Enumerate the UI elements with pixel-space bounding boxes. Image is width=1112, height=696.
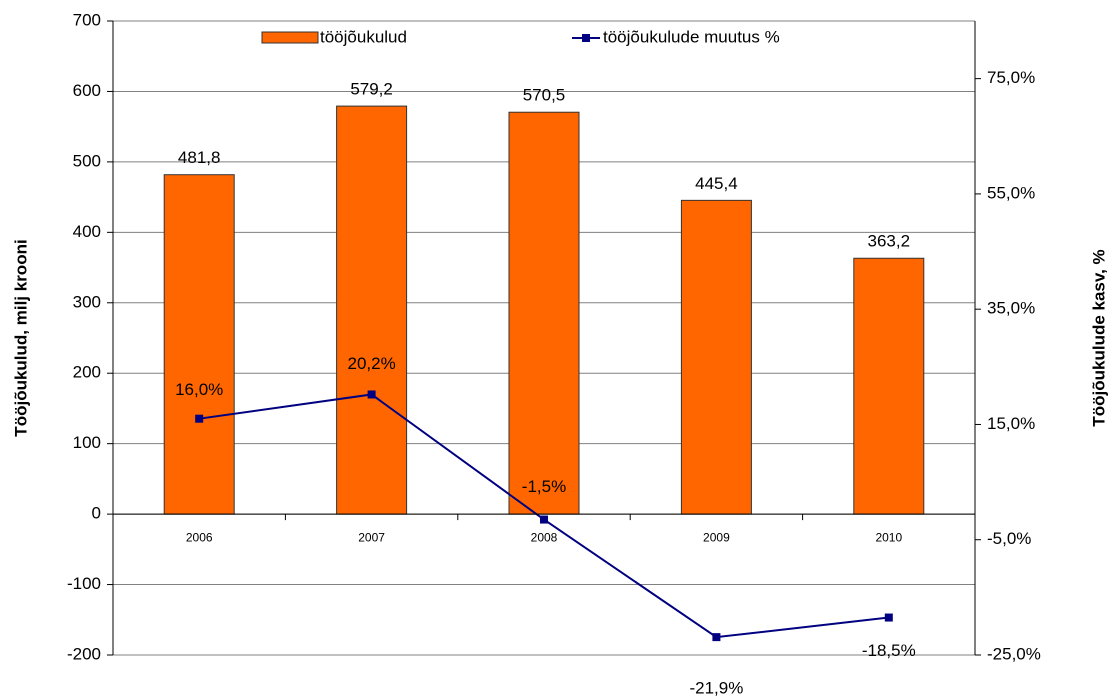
legend-label: tööjõukulude muutus % <box>603 27 780 46</box>
y-tick-label: 600 <box>73 81 101 100</box>
x-tick-label: 2006 <box>186 530 213 544</box>
x-tick-label: 2008 <box>531 530 558 544</box>
line-value-label: 16,0% <box>175 380 223 399</box>
line-value-label: 20,2% <box>347 354 395 373</box>
y-tick-label: 500 <box>73 151 101 170</box>
bar <box>853 257 925 515</box>
y2-tick-label: 35,0% <box>987 299 1035 318</box>
y2-tick-label: 15,0% <box>987 414 1035 433</box>
line-marker <box>712 633 721 642</box>
y2-tick-label: -5,0% <box>987 529 1031 548</box>
y-tick-label: 400 <box>73 222 101 241</box>
line-marker <box>367 390 376 399</box>
bar <box>508 111 580 515</box>
line-value-label: -1,5% <box>522 477 566 496</box>
bar-value-label: 481,8 <box>178 148 221 167</box>
y-tick-label: 300 <box>73 292 101 311</box>
line-marker <box>884 613 893 622</box>
bar <box>336 105 408 515</box>
legend-swatch <box>261 31 319 44</box>
y-tick-label: -200 <box>67 644 101 663</box>
y-tick-label: 100 <box>73 433 101 452</box>
bar <box>163 174 235 515</box>
y-tick-label: -100 <box>67 574 101 593</box>
line-value-label: -21,9% <box>689 679 743 696</box>
x-tick-label: 2007 <box>358 530 385 544</box>
y2-tick-label: 55,0% <box>987 183 1035 202</box>
bar-value-label: 445,4 <box>695 174 738 193</box>
bar <box>680 199 752 515</box>
y-tick-label: 700 <box>73 10 101 29</box>
y2-tick-label: -25,0% <box>987 644 1041 663</box>
x-tick-label: 2010 <box>875 530 902 544</box>
line-marker <box>540 515 548 524</box>
bar-value-label: 579,2 <box>350 80 393 99</box>
legend-label: tööjõukulud <box>320 27 407 46</box>
line-value-label: -18,5% <box>862 641 916 660</box>
legend-marker <box>582 34 590 42</box>
bar-value-label: 363,2 <box>868 232 911 251</box>
y2-axis-title: Tööjõukulude kasv, % <box>1089 249 1108 426</box>
bar-value-label: 570,5 <box>523 86 566 105</box>
y-tick-label: 0 <box>92 504 101 523</box>
y-tick-label: 200 <box>73 363 101 382</box>
line-marker <box>195 414 204 423</box>
y-axis-title: Tööjõukulud, milj krooni <box>11 239 30 436</box>
x-tick-label: 2009 <box>703 530 730 544</box>
y2-tick-label: 75,0% <box>987 68 1035 87</box>
